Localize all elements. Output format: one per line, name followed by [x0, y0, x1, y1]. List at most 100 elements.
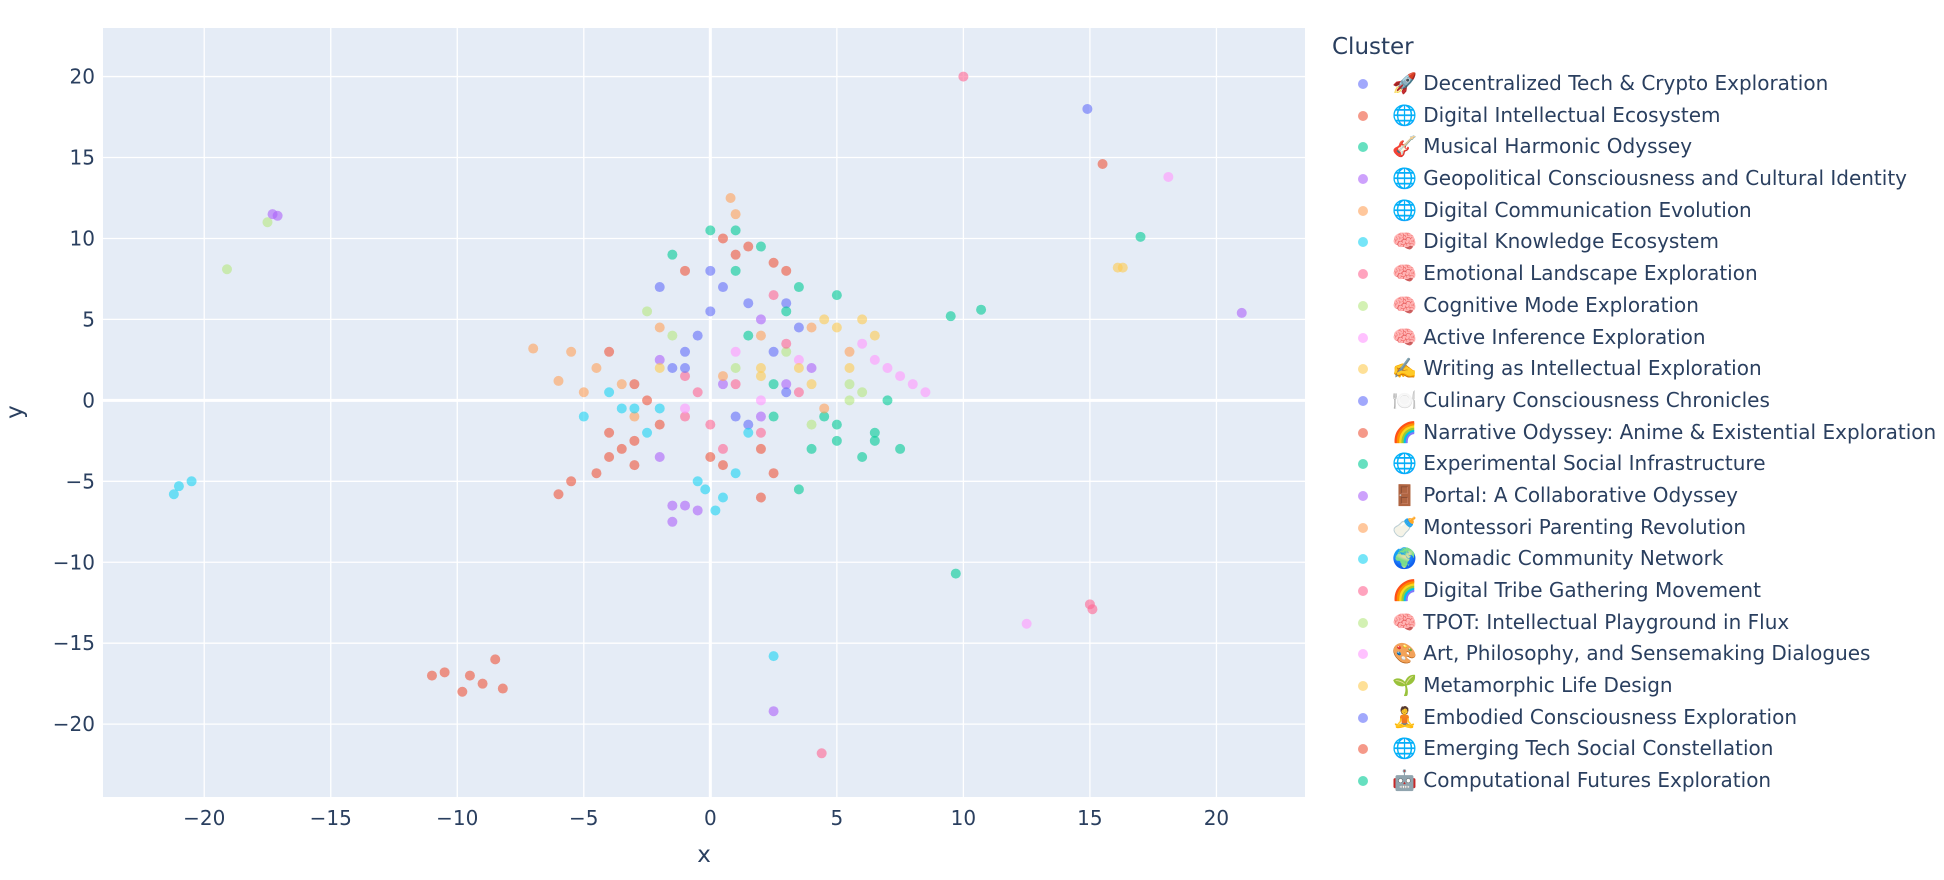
data-point	[654, 362, 665, 373]
data-point	[566, 346, 577, 357]
data-point	[781, 387, 792, 398]
legend-label: 🧠 Active Inference Exploration	[1392, 324, 1706, 349]
data-point	[667, 516, 678, 527]
legend-marker	[1358, 490, 1368, 501]
legend-item[interactable]: 🌐 Experimental Social Infrastructure	[1330, 448, 1936, 480]
data-point	[755, 241, 766, 252]
legend-marker	[1358, 142, 1368, 153]
legend-label: 🍼 Montessori Parenting Revolution	[1392, 514, 1747, 539]
data-point	[755, 362, 766, 373]
data-point	[781, 298, 792, 309]
legend-label: 🧠 TPOT: Intellectual Playground in Flux	[1392, 609, 1790, 634]
data-point	[755, 411, 766, 422]
data-point	[186, 476, 197, 487]
legend-item[interactable]: 🧠 Digital Knowledge Ecosystem	[1330, 226, 1936, 258]
y-tick-label: 0	[82, 388, 95, 412]
legend-item[interactable]: 🌐 Digital Communication Evolution	[1330, 195, 1936, 227]
legend-item[interactable]: 🧠 Emotional Landscape Exploration	[1330, 258, 1936, 290]
legend-item[interactable]: 🌱 Metamorphic Life Design	[1330, 670, 1936, 702]
data-point	[781, 346, 792, 357]
data-point	[604, 427, 615, 438]
data-point	[439, 667, 450, 678]
y-tick-label: 10	[70, 226, 95, 250]
data-point	[895, 371, 906, 382]
data-point	[806, 443, 817, 454]
legend-item[interactable]: 🌍 Nomadic Community Network	[1330, 543, 1936, 575]
legend-item[interactable]: 🌐 Emerging Tech Social Constellation	[1330, 733, 1936, 765]
legend-label: 🤖 Computational Futures Exploration	[1392, 768, 1772, 793]
legend-item[interactable]: 🌐 Digital Intellectual Ecosystem	[1330, 100, 1936, 132]
legend-item[interactable]: 🍽️ Culinary Consciousness Chronicles	[1330, 385, 1936, 417]
data-point	[717, 233, 728, 244]
legend-item[interactable]: 🌈 Digital Tribe Gathering Movement	[1330, 575, 1936, 607]
x-tick-label: −5	[569, 806, 598, 830]
legend-marker	[1358, 681, 1368, 692]
data-point	[604, 387, 615, 398]
data-point	[755, 395, 766, 406]
data-point	[1097, 158, 1108, 169]
legend-item[interactable]: 🌐 Geopolitical Consciousness and Cultura…	[1330, 163, 1936, 195]
y-tick-label: −15	[53, 631, 95, 655]
legend-marker	[1358, 522, 1368, 533]
data-point	[680, 500, 691, 511]
legend-marker	[1358, 205, 1368, 216]
data-point	[710, 505, 721, 516]
legend-label: 🚪 Portal: A Collaborative Odyssey	[1392, 482, 1738, 507]
legend-items: 🚀 Decentralized Tech & Crypto Exploratio…	[1330, 68, 1936, 797]
data-point	[869, 435, 880, 446]
legend-item[interactable]: 🚀 Decentralized Tech & Crypto Exploratio…	[1330, 68, 1936, 100]
data-point	[806, 322, 817, 333]
data-point	[553, 375, 564, 386]
data-point	[168, 489, 179, 500]
data-point	[945, 311, 956, 322]
legend-item[interactable]: ✍️ Writing as Intellectual Exploration	[1330, 353, 1936, 385]
legend-marker	[1358, 649, 1368, 660]
data-point	[692, 505, 703, 516]
legend-item[interactable]: 🎸 Musical Harmonic Odyssey	[1330, 131, 1936, 163]
legend-marker	[1358, 427, 1368, 438]
legend-label: 🌱 Metamorphic Life Design	[1392, 673, 1673, 698]
legend-label: 🌈 Narrative Odyssey: Anime & Existential…	[1392, 419, 1937, 444]
data-point	[604, 346, 615, 357]
legend-item[interactable]: 🧠 Cognitive Mode Exploration	[1330, 290, 1936, 322]
legend-item[interactable]: 🤖 Computational Futures Exploration	[1330, 765, 1936, 797]
data-point	[730, 468, 741, 479]
data-point	[591, 468, 602, 479]
data-point	[705, 419, 716, 430]
data-point	[976, 304, 987, 315]
data-point	[895, 443, 906, 454]
legend-item[interactable]: 🍼 Montessori Parenting Revolution	[1330, 512, 1936, 544]
legend-item[interactable]: 🚪 Portal: A Collaborative Odyssey	[1330, 480, 1936, 512]
data-point	[831, 435, 842, 446]
data-point	[497, 683, 508, 694]
data-point	[755, 492, 766, 503]
y-axis-label: y	[2, 405, 28, 419]
legend-item[interactable]: 🎨 Art, Philosophy, and Sensemaking Dialo…	[1330, 638, 1936, 670]
data-point	[730, 249, 741, 260]
data-point	[490, 654, 501, 665]
x-tick-label: 10	[951, 806, 976, 830]
data-point	[768, 706, 779, 717]
data-point	[806, 362, 817, 373]
data-point	[781, 265, 792, 276]
x-axis-label: x	[697, 842, 711, 868]
legend-label: 🌈 Digital Tribe Gathering Movement	[1392, 578, 1761, 602]
legend-marker	[1358, 79, 1368, 89]
legend-item[interactable]: 🧠 TPOT: Intellectual Playground in Flux	[1330, 607, 1936, 639]
data-point	[844, 395, 855, 406]
data-point	[705, 306, 716, 317]
legend-label: 🌐 Geopolitical Consciousness and Cultura…	[1392, 166, 1908, 191]
data-point	[578, 387, 589, 398]
data-point	[920, 387, 931, 398]
data-point	[768, 346, 779, 357]
legend-item[interactable]: 🌈 Narrative Odyssey: Anime & Existential…	[1330, 417, 1936, 449]
data-point	[743, 419, 754, 430]
data-point	[717, 492, 728, 503]
legend-label: 🌐 Digital Communication Evolution	[1392, 197, 1752, 222]
legend-marker	[1358, 395, 1368, 406]
legend-item[interactable]: 🧘 Embodied Consciousness Exploration	[1330, 702, 1936, 734]
legend-item[interactable]: 🧠 Active Inference Exploration	[1330, 322, 1936, 354]
legend-marker	[1358, 237, 1368, 248]
data-point	[654, 419, 665, 430]
data-point	[1117, 262, 1128, 273]
